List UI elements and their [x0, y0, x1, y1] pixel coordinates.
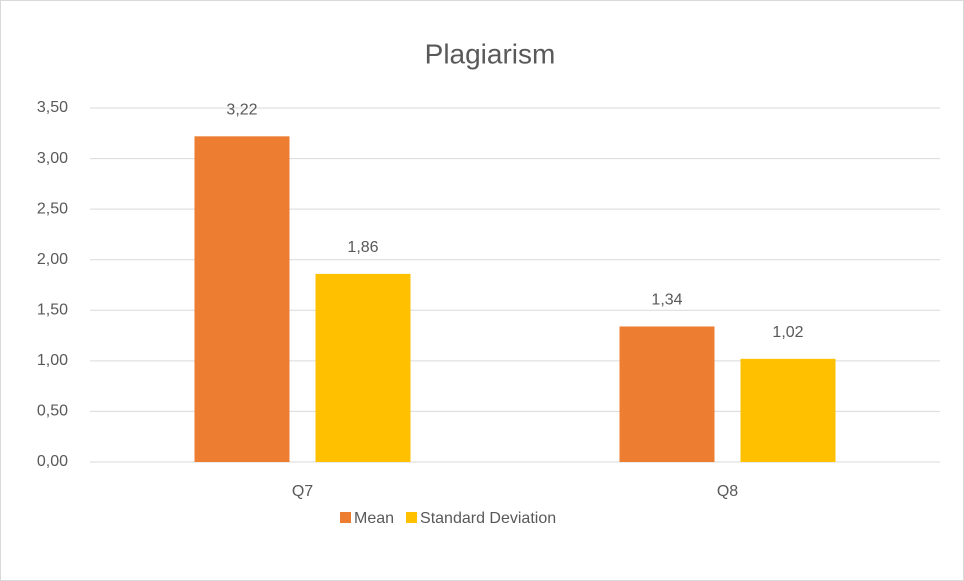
- y-tick-label: 3,00: [37, 150, 68, 167]
- x-tick-label: Q8: [717, 483, 738, 500]
- data-label: 3,22: [226, 102, 257, 119]
- legend-label: Standard Deviation: [420, 510, 556, 527]
- y-tick-label: 0,50: [37, 403, 68, 420]
- bar: [315, 273, 411, 462]
- legend-swatch: [340, 512, 351, 523]
- legend-swatch: [406, 512, 418, 523]
- bar: [740, 358, 836, 462]
- legend-label: Mean: [354, 510, 394, 527]
- bar: [194, 136, 290, 462]
- y-tick-label: 1,50: [37, 302, 68, 319]
- y-tick-label: 2,50: [37, 200, 68, 217]
- data-label: 1,02: [772, 324, 803, 341]
- y-tick-label: 1,00: [37, 352, 68, 369]
- chart-title: Plagiarism: [425, 38, 556, 69]
- data-label: 1,34: [651, 292, 682, 309]
- y-tick-label: 3,50: [37, 99, 68, 116]
- bar: [619, 326, 715, 462]
- y-tick-label: 0,00: [37, 453, 68, 470]
- x-tick-label: Q7: [292, 483, 313, 500]
- data-label: 1,86: [347, 239, 378, 256]
- y-tick-label: 2,00: [37, 251, 68, 268]
